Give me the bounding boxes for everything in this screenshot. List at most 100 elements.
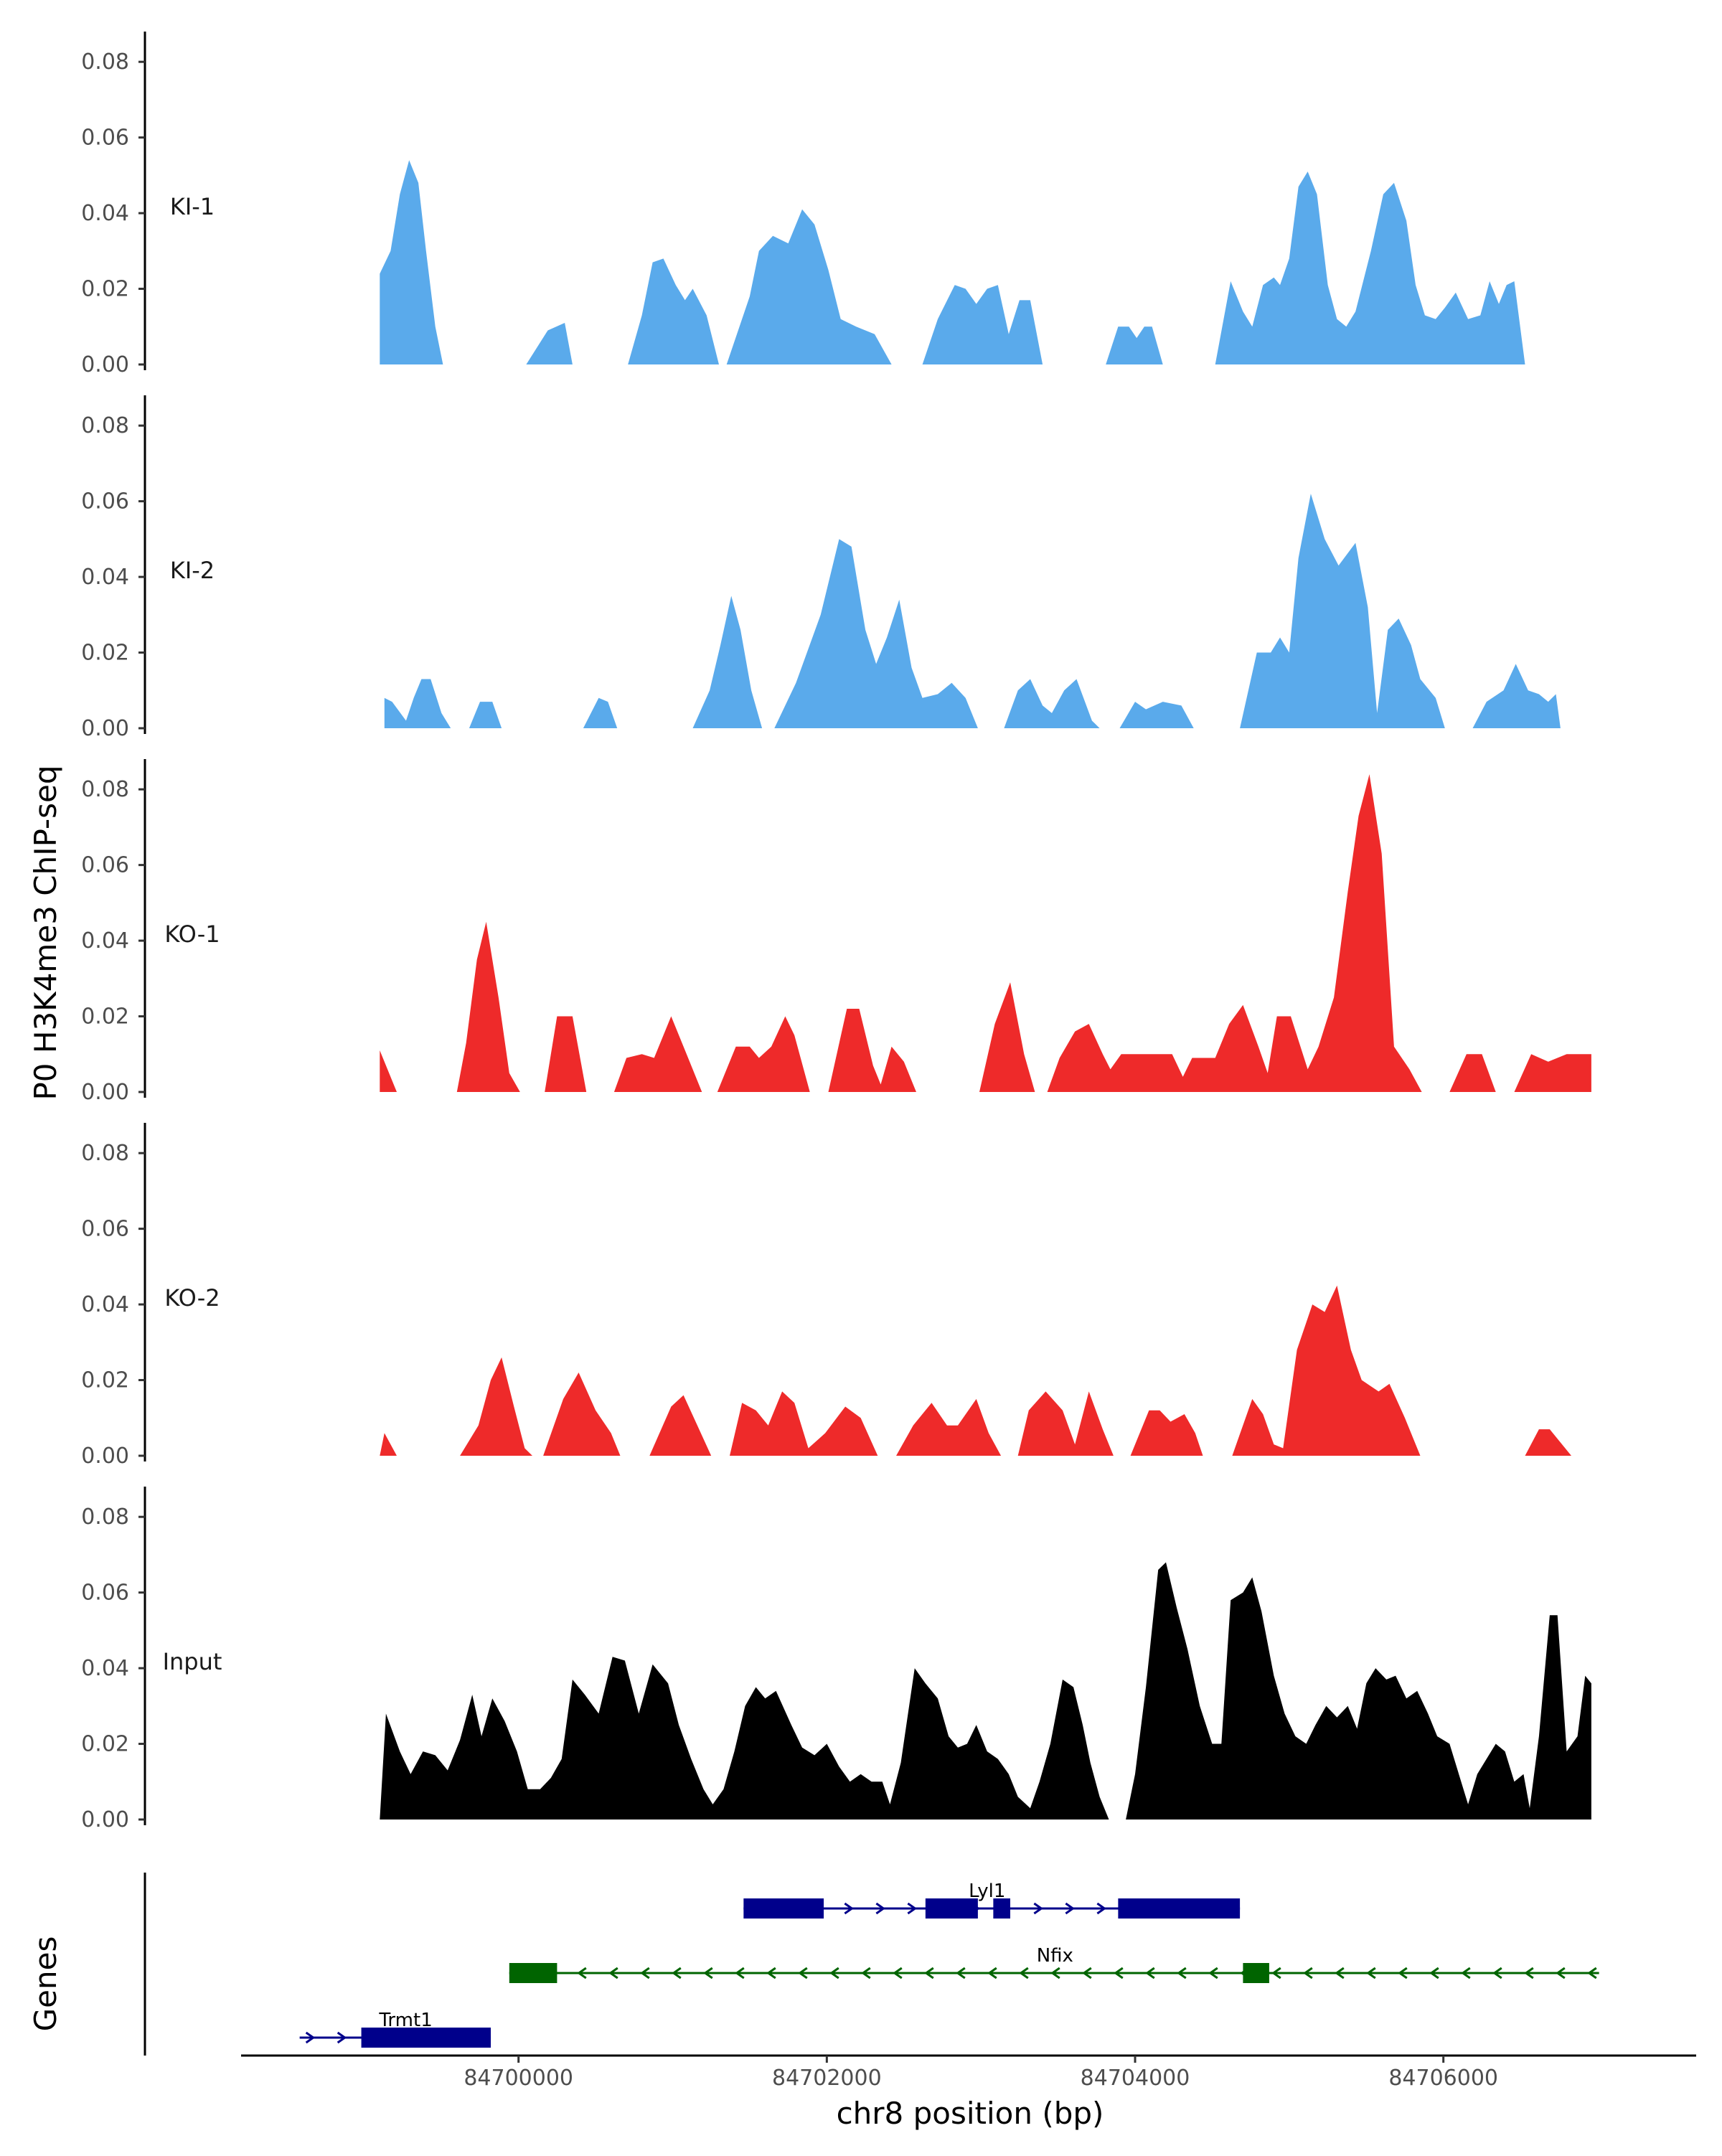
strand-arrow-nfix [1524,1967,1534,1980]
y-tick-label-input: 0.00 [81,1807,129,1832]
strand-arrow-nfix [893,1967,903,1980]
y-tick-label-ki-2: 0.08 [81,413,129,438]
x-tick-label: 84704000 [1081,2066,1190,2091]
strand-arrow-nfix [608,1967,618,1980]
coverage-area-input-2 [1126,1562,1591,1820]
coverage-area-ko-1-8 [1047,774,1422,1092]
exon-lyl1-2 [925,1898,978,1919]
exon-nfix-2 [1243,1963,1269,1983]
track-label-ko-2: KO-2 [164,1284,220,1312]
strand-arrow-nfix [1556,1967,1566,1980]
y-tick-label-ko-1: 0.04 [81,928,129,954]
y-tick-label-input: 0.02 [81,1732,129,1757]
strand-arrow-nfix [861,1967,871,1980]
gene-nfix: Nfix [509,1945,1599,1983]
strand-arrow-nfix [1050,1967,1060,1980]
coverage-area-ko-2-7 [1017,1391,1114,1456]
y-tick-label-input: 0.04 [81,1656,129,1681]
coverage-area-ko-2-1 [380,1433,397,1456]
exon-lyl1-1 [743,1898,824,1919]
y-tick-label-ki-1: 0.08 [81,50,129,75]
strand-arrow-nfix [703,1967,713,1980]
strand-arrow-nfix [577,1967,587,1980]
track-ko-2: 0.00 0.02 0.04 0.06 0.08 KO-2 [81,1123,1571,1469]
coverage-area-ki-1-4 [726,209,892,364]
coverage-area-ko-1-7 [979,982,1035,1092]
strand-arrow-nfix [672,1967,682,1980]
coverage-area-ki-2-3 [583,697,618,728]
gene-name-lyl1: Lyl1 [969,1880,1005,1902]
y-tick-label-ki-2: 0.00 [81,716,129,741]
y-tick-label-ki-1: 0.04 [81,201,129,226]
coverage-area-ko-1-6 [828,1009,916,1092]
strand-arrow-nfix [1461,1967,1471,1980]
coverage-area-ki-2-8 [1240,494,1445,728]
y-tick-label-ko-2: 0.06 [81,1217,129,1242]
strand-arrow-lyl1 [907,1902,917,1915]
strand-arrow-nfix [1177,1967,1187,1980]
coverage-area-ki-2-2 [469,702,502,728]
coverage-area-ko-1-9 [1449,1054,1496,1092]
track-label-ki-2: KI-2 [170,557,215,584]
exon-lyl1-3 [993,1898,1011,1919]
y-tick-label-ko-2: 0.00 [81,1444,129,1469]
strand-arrow-lyl1 [1096,1902,1106,1915]
coverage-area-ko-2-10 [1525,1429,1571,1456]
coverage-area-ki-2-9 [1472,664,1561,728]
strand-arrow-nfix [1114,1967,1124,1980]
x-tick-label: 84700000 [464,2066,573,2091]
strand-arrow-trmt1 [337,2031,347,2044]
y-tick-label-ko-1: 0.00 [81,1080,129,1105]
track-label-input: Input [163,1648,222,1675]
strand-arrow-nfix [1366,1967,1376,1980]
strand-arrow-lyl1 [875,1902,885,1915]
coverage-area-ko-1-1 [380,1050,397,1092]
track-label-ki-1: KI-1 [170,193,215,220]
coverage-area-ko-2-4 [649,1395,712,1456]
coverage-area-ki-1-6 [1106,326,1163,364]
strand-arrow-nfix [987,1967,997,1980]
strand-arrow-nfix [766,1967,776,1980]
strand-arrow-nfix [798,1967,808,1980]
y-tick-label-ko-1: 0.06 [81,853,129,878]
x-tick-label: 84706000 [1388,2066,1498,2091]
coverage-area-ko-1-5 [717,1016,810,1092]
strand-arrow-lyl1 [1065,1902,1075,1915]
strand-arrow-nfix [735,1967,745,1980]
y-tick-label-input: 0.06 [81,1581,129,1606]
gene-lyl1: Lyl1 [743,1880,1241,1919]
strand-arrow-nfix [1303,1967,1313,1980]
strand-arrow-nfix [640,1967,650,1980]
coverage-area-ki-1-5 [922,285,1043,364]
y-tick-label-ko-1: 0.08 [81,777,129,802]
strand-arrow-nfix [829,1967,839,1980]
coverage-area-input-1 [380,1657,1109,1820]
coverage-area-ko-2-2 [460,1357,532,1456]
gene-trmt1: Trmt1 [299,2010,491,2048]
coverage-area-ki-1-3 [628,258,719,364]
track-ki-1: 0.00 0.02 0.04 0.06 0.08 KI-1 [81,32,1525,377]
coverage-area-ko-2-6 [896,1398,1002,1456]
y-tick-label-ko-2: 0.08 [81,1141,129,1166]
coverage-area-ko-1-2 [456,921,520,1092]
y-tick-label-ki-1: 0.06 [81,126,129,151]
coverage-area-ki-1-2 [526,323,573,364]
strand-arrow-nfix [1587,1967,1597,1980]
track-ki-2: 0.00 0.02 0.04 0.06 0.08 KI-2 [81,395,1561,741]
coverage-area-ko-1-3 [545,1016,587,1092]
y-tick-label-ki-2: 0.06 [81,489,129,514]
coverage-area-ko-1-4 [613,1016,702,1092]
x-axis-title: chr8 position (bp) [837,2096,1104,2131]
strand-arrow-nfix [1398,1967,1408,1980]
coverage-area-ki-2-6 [1004,679,1100,728]
y-tick-label-ki-1: 0.00 [81,352,129,377]
track-ko-1: 0.00 0.02 0.04 0.06 0.08 KO-1 [81,759,1591,1105]
coverage-area-ki-2-1 [384,679,451,728]
x-tick-label: 84702000 [772,2066,882,2091]
strand-arrow-lyl1 [844,1902,854,1915]
track-input: 0.00 0.02 0.04 0.06 0.08 Input [81,1487,1591,1832]
y-tick-label-ki-2: 0.02 [81,641,129,666]
strand-arrow-trmt1 [305,2031,316,2044]
strand-arrow-nfix [1429,1967,1439,1980]
